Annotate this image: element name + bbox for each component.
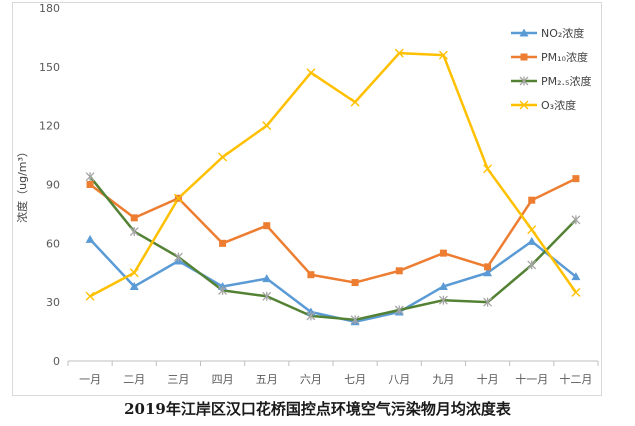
x-tick-label: 十二月 xyxy=(559,372,592,386)
data-point-1-4 xyxy=(263,222,271,230)
chart-axes xyxy=(67,360,599,366)
data-point-0-0 xyxy=(85,234,95,243)
series-line-2 xyxy=(89,175,577,322)
x-tick-label: 一月 xyxy=(79,373,101,386)
data-point-2-1 xyxy=(129,227,139,237)
y-tick-label: 150 xyxy=(39,61,60,74)
data-point-2-9 xyxy=(483,297,493,307)
data-point-3-8 xyxy=(438,50,448,60)
data-point-2-6 xyxy=(350,315,360,325)
legend-item: NO₂浓度 xyxy=(511,26,584,40)
data-point-1-5 xyxy=(307,271,315,279)
x-tick-label: 二月 xyxy=(123,373,145,386)
y-tick-label: 60 xyxy=(46,237,60,250)
x-tick-label: 四月 xyxy=(212,373,234,386)
legend-swatch-marker xyxy=(519,100,529,110)
data-point-2-10 xyxy=(527,260,537,270)
data-point-3-6 xyxy=(350,97,360,107)
data-point-2-0 xyxy=(85,172,95,182)
series-line-3 xyxy=(89,51,577,298)
data-point-1-1 xyxy=(130,214,138,222)
data-point-3-7 xyxy=(394,48,404,58)
data-point-0-10 xyxy=(527,236,537,245)
data-point-0-1 xyxy=(129,281,139,290)
legend: NO₂浓度 PM₁₀浓度 PM₂.₅浓度 O₃浓度 xyxy=(511,26,591,112)
y-axis-label: 浓度（ug/m³） xyxy=(15,146,29,223)
legend-swatch-marker xyxy=(519,28,529,37)
legend-label: O₃浓度 xyxy=(541,98,576,112)
data-point-1-9 xyxy=(484,263,492,271)
data-point-1-10 xyxy=(528,196,536,204)
y-tick-label: 90 xyxy=(46,179,60,192)
data-point-2-4 xyxy=(262,291,272,301)
x-tick-label: 十一月 xyxy=(515,372,548,386)
legend-item: PM₁₀浓度 xyxy=(511,50,588,64)
x-tick-label: 六月 xyxy=(300,373,322,386)
legend-item: PM₂.₅浓度 xyxy=(511,74,591,88)
series-markers xyxy=(85,48,581,326)
data-point-1-8 xyxy=(439,249,447,257)
data-point-2-7 xyxy=(394,305,404,315)
legend-swatch-marker xyxy=(519,76,529,86)
y-tick-label: 30 xyxy=(46,296,60,309)
y-tick-label: 0 xyxy=(53,355,60,368)
data-point-0-11 xyxy=(571,272,581,281)
x-tick-label: 七月 xyxy=(344,373,366,386)
data-point-1-3 xyxy=(219,239,227,247)
series-line-0 xyxy=(89,238,577,324)
y-tick-label: 180 xyxy=(39,2,60,15)
chart-caption: 2019年江岸区汉口花桥国控点环境空气污染物月均浓度表 xyxy=(124,400,511,418)
data-point-2-5 xyxy=(306,311,316,321)
data-point-3-1 xyxy=(129,268,139,278)
series-lines xyxy=(89,51,577,324)
x-tick-labels: 一月 二月 三月 四月 五月 六月 七月 八月 九月 十月 十一月 十二月 xyxy=(79,372,592,386)
x-tick-label: 九月 xyxy=(432,373,454,386)
legend-item: O₃浓度 xyxy=(511,98,576,112)
data-point-3-2 xyxy=(173,193,183,203)
series-line-1 xyxy=(89,177,577,284)
data-point-3-3 xyxy=(218,152,228,162)
legend-label: PM₂.₅浓度 xyxy=(541,74,591,88)
data-point-1-0 xyxy=(86,181,94,188)
legend-label: NO₂浓度 xyxy=(541,26,584,40)
x-tick-label: 八月 xyxy=(388,373,410,386)
data-point-2-11 xyxy=(571,215,581,225)
data-point-1-6 xyxy=(351,279,359,287)
x-tick-label: 五月 xyxy=(256,373,278,386)
data-point-0-8 xyxy=(438,281,448,290)
data-point-2-8 xyxy=(438,295,448,305)
legend-swatch-marker xyxy=(520,53,528,61)
data-point-3-10 xyxy=(527,225,537,235)
data-point-2-3 xyxy=(218,285,228,295)
data-point-3-0 xyxy=(85,291,95,301)
data-point-3-11 xyxy=(571,287,581,297)
data-point-2-2 xyxy=(173,252,183,262)
data-point-1-7 xyxy=(395,267,403,275)
data-point-3-4 xyxy=(262,121,272,131)
x-tick-label: 三月 xyxy=(167,373,189,386)
data-point-0-9 xyxy=(483,268,493,277)
y-tick-labels: 0 30 60 90 120 150 180 xyxy=(39,2,60,368)
data-point-0-4 xyxy=(262,274,272,283)
legend-label: PM₁₀浓度 xyxy=(541,50,588,64)
data-point-3-5 xyxy=(306,68,316,78)
y-tick-label: 120 xyxy=(39,120,60,133)
data-point-1-11 xyxy=(572,175,580,183)
data-point-3-9 xyxy=(483,164,493,174)
x-tick-label: 十月 xyxy=(477,372,499,386)
